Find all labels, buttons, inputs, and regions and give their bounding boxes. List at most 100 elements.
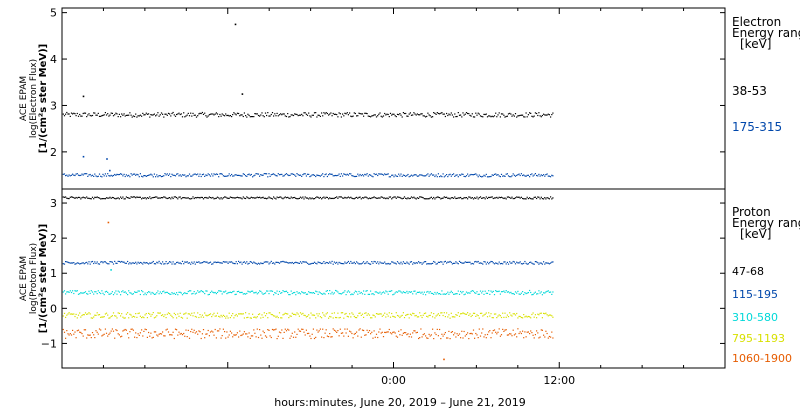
data-point <box>141 317 143 319</box>
data-point <box>148 174 150 176</box>
data-point <box>372 197 374 199</box>
data-point <box>266 290 268 292</box>
data-point <box>259 290 261 292</box>
data-point <box>153 113 155 115</box>
data-point <box>266 313 268 315</box>
data-point <box>467 312 469 314</box>
data-point <box>101 316 103 318</box>
data-point <box>115 315 117 317</box>
data-point <box>248 291 250 293</box>
data-point <box>471 174 473 176</box>
data-point <box>87 175 89 177</box>
data-point <box>470 173 472 176</box>
data-point <box>407 173 409 176</box>
data-point <box>367 115 369 117</box>
data-point <box>135 113 137 115</box>
data-point <box>158 175 160 177</box>
data-point <box>465 261 468 263</box>
data-point <box>389 290 392 292</box>
data-point <box>464 197 466 199</box>
data-point <box>543 198 545 200</box>
data-point <box>426 315 428 317</box>
data-point <box>62 315 64 317</box>
data-point <box>89 263 91 265</box>
data-point <box>511 175 513 177</box>
data-point <box>359 263 361 265</box>
data-point <box>333 312 335 314</box>
data-point <box>511 315 513 317</box>
data-point <box>523 314 525 316</box>
data-point <box>522 197 524 200</box>
data-point <box>490 116 492 118</box>
data-point <box>303 198 305 200</box>
data-point <box>224 315 226 317</box>
data-point <box>475 112 477 114</box>
data-point <box>121 260 123 263</box>
data-point <box>95 114 97 116</box>
data-point <box>122 114 124 116</box>
data-point <box>514 197 517 199</box>
data-point <box>303 261 305 263</box>
data-point <box>211 263 213 265</box>
data-point <box>296 173 298 175</box>
data-point <box>62 328 64 331</box>
data-point <box>288 329 290 331</box>
data-point <box>413 174 415 176</box>
data-point <box>472 312 475 314</box>
data-point <box>218 261 220 263</box>
data-point <box>87 114 89 116</box>
series-1060-1900 <box>62 221 554 361</box>
data-point <box>221 316 223 318</box>
data-point <box>234 174 236 176</box>
data-point <box>315 317 317 319</box>
data-point <box>97 314 99 316</box>
data-point <box>541 317 543 319</box>
data-point <box>309 197 311 199</box>
data-point <box>444 175 446 177</box>
data-point <box>364 263 366 265</box>
data-point <box>68 113 70 115</box>
data-point <box>301 175 303 177</box>
data-point <box>522 174 524 177</box>
data-point <box>253 292 255 294</box>
data-point <box>185 261 187 263</box>
data-point <box>104 313 106 315</box>
data-point <box>97 290 99 292</box>
data-point <box>236 263 238 265</box>
data-point <box>263 261 265 263</box>
data-point <box>395 335 397 337</box>
data-point <box>318 175 320 177</box>
data-point <box>322 115 324 117</box>
data-point <box>247 174 249 176</box>
data-point <box>350 115 352 117</box>
data-point <box>551 174 553 176</box>
data-point <box>432 262 434 264</box>
data-point <box>531 332 533 334</box>
data-point <box>97 197 99 199</box>
y-tick-label: 2 <box>50 232 57 245</box>
data-point <box>242 196 244 198</box>
data-point <box>249 291 251 293</box>
data-point <box>157 335 159 337</box>
data-point <box>79 174 81 177</box>
data-point <box>399 196 401 199</box>
data-point <box>398 315 400 317</box>
data-point <box>302 328 304 330</box>
data-point <box>299 293 302 295</box>
data-point <box>73 292 75 295</box>
data-point <box>502 291 504 293</box>
data-point <box>86 116 88 118</box>
data-point <box>209 291 212 294</box>
data-point <box>406 290 408 292</box>
data-point <box>213 312 215 314</box>
data-point <box>550 196 552 198</box>
data-point <box>238 174 240 176</box>
data-point <box>437 293 439 295</box>
data-point <box>458 174 461 176</box>
data-point <box>213 198 215 200</box>
data-point <box>380 262 382 264</box>
data-point <box>149 335 151 337</box>
data-point <box>306 332 309 335</box>
data-point <box>155 331 157 333</box>
data-point <box>421 174 423 176</box>
